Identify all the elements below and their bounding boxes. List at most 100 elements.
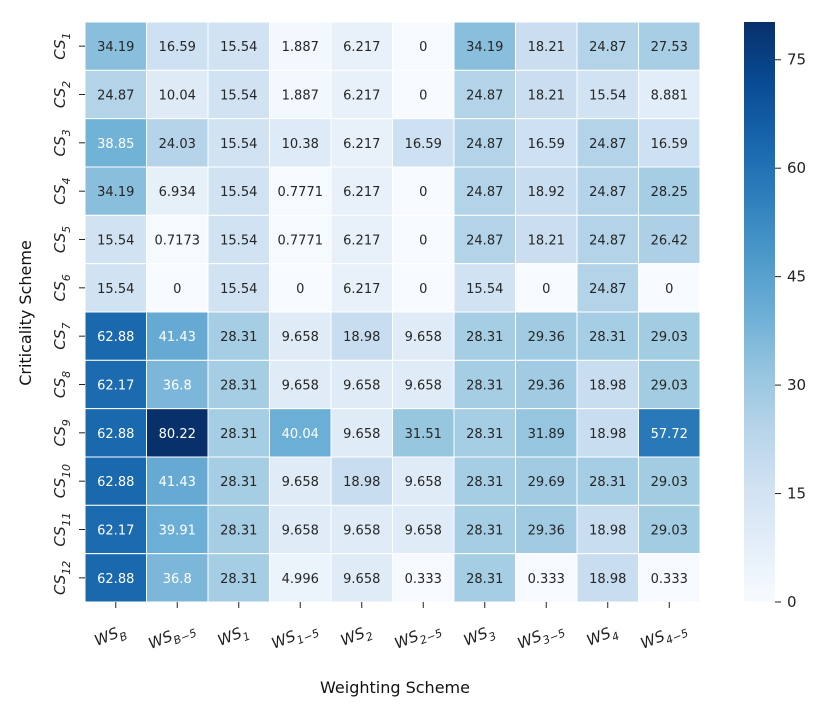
cell-value-label: 29.36: [528, 330, 565, 345]
y-tick-label: CS5: [51, 226, 73, 253]
y-tick-label-base: CS: [51, 136, 69, 157]
heatmap-cell: [453, 118, 516, 168]
cell-value-label: 9.658: [282, 330, 319, 345]
cell-value-label: 0: [419, 89, 427, 104]
x-tick-label-base: WS: [461, 624, 491, 650]
cell-value-label: 9.658: [343, 572, 380, 587]
y-tick-label-subscript: 5: [60, 226, 73, 233]
heatmap-cell: [146, 408, 209, 458]
heatmap-cell: [207, 263, 270, 313]
y-tick-label-subscript: 9: [60, 419, 73, 426]
y-tick-label-base: CS: [51, 329, 69, 350]
cell-value-label: 15.54: [589, 89, 626, 104]
cell-value-label: 18.92: [528, 185, 565, 200]
cell-value-label: 9.658: [282, 379, 319, 394]
cell-value-label: 28.31: [466, 379, 503, 394]
cell-value-label: 0: [542, 282, 550, 297]
heatmap-cell: [392, 359, 455, 410]
cell-value-label: 1.887: [282, 40, 319, 55]
heatmap-cell: [576, 311, 639, 361]
y-tick-label: CS10: [51, 464, 73, 498]
y-axis-title: Criticality Scheme: [16, 240, 35, 386]
heatmap-cell: [392, 553, 455, 603]
heatmap-cell: [207, 408, 270, 458]
heatmap-cell: [330, 263, 393, 313]
x-tick-label: WS1: [215, 621, 252, 653]
x-tick-label: WS2−5: [392, 618, 444, 656]
cell-value-label: 24.87: [589, 282, 626, 297]
cell-value-label: 24.87: [466, 137, 503, 152]
cell-value-label: 28.31: [466, 427, 503, 442]
heatmap-cell: [638, 69, 701, 120]
cell-value-label: 80.22: [159, 427, 196, 442]
cell-value-label: 28.31: [220, 379, 257, 394]
y-tick-label-base: CS: [51, 232, 69, 253]
cell-value-label: 57.72: [651, 427, 688, 442]
heatmap-cell: [84, 263, 147, 313]
heatmap-cell: [392, 263, 455, 313]
cell-value-label: 18.21: [528, 234, 565, 249]
cell-value-label: 34.19: [97, 40, 134, 55]
cell-value-label: 39.91: [159, 524, 196, 539]
x-tick-label: WS2: [338, 621, 375, 653]
cell-value-label: 62.88: [97, 427, 134, 442]
heatmap-cell: [453, 69, 516, 120]
heatmap-cell: [638, 166, 701, 216]
cell-value-label: 18.98: [343, 475, 380, 490]
cell-value-label: 28.31: [466, 475, 503, 490]
y-tick-label-subscript: 2: [60, 81, 73, 88]
cell-value-label: 9.658: [405, 524, 442, 539]
heatmap-cell: [269, 359, 332, 410]
y-tick-label: CS2: [51, 81, 73, 108]
cell-value-label: 26.42: [651, 234, 688, 249]
heatmap-cell: [638, 21, 701, 71]
cell-value-label: 0.7771: [278, 234, 324, 249]
heatmap-cell: [392, 311, 455, 361]
heatmap-cell: [330, 553, 393, 603]
x-tick-label: WS4: [584, 621, 621, 653]
cell-value-label: 36.8: [163, 379, 192, 394]
cell-value-label: 24.87: [466, 89, 503, 104]
cell-value-label: 24.87: [589, 185, 626, 200]
colorbar-tick-label: 45: [787, 268, 806, 286]
y-tick-label: CS1: [51, 33, 73, 60]
y-tick-label-base: CS: [51, 184, 69, 205]
x-tick-label: WS1−5: [269, 618, 321, 656]
cell-value-label: 9.658: [282, 475, 319, 490]
cell-value-label: 0: [419, 185, 427, 200]
cell-value-label: 0: [296, 282, 304, 297]
heatmap-cell: [453, 408, 516, 458]
cell-value-label: 9.658: [343, 427, 380, 442]
cell-value-label: 9.658: [343, 524, 380, 539]
cell-value-label: 62.17: [97, 379, 134, 394]
cell-value-label: 28.31: [589, 475, 626, 490]
y-tick-label-base: CS: [51, 526, 69, 547]
heatmap-cells: 34.19 16.59 15.54 1.887 6.217 0 34.19 18.21 24.8…: [84, 21, 701, 603]
cell-value-label: 24.87: [466, 234, 503, 249]
x-tick-label: WS4−5: [638, 618, 690, 656]
heatmap-cell: [146, 359, 209, 410]
heatmap-cell: [392, 69, 455, 120]
y-tick-label-base: CS: [51, 426, 69, 447]
x-tick-label-base: WS: [92, 624, 122, 650]
y-tick-label-subscript: 8: [60, 371, 73, 378]
heatmap-cell: [453, 214, 516, 265]
cell-value-label: 62.88: [97, 572, 134, 587]
cell-value-label: 0.333: [405, 572, 442, 587]
cell-value-label: 62.88: [97, 330, 134, 345]
cell-value-label: 28.31: [466, 330, 503, 345]
cell-value-label: 29.69: [528, 475, 565, 490]
heatmap-cell: [207, 504, 270, 555]
cell-value-label: 29.03: [651, 330, 688, 345]
cell-value-label: 16.59: [528, 137, 565, 152]
colorbar-tick-label: 60: [787, 159, 806, 177]
x-tick-label-base: WS: [338, 624, 368, 650]
x-tick-label-base: WS: [215, 624, 245, 650]
heatmap-cell: [269, 311, 332, 361]
cell-value-label: 0: [419, 40, 427, 55]
heatmap-cell: [207, 214, 270, 265]
y-tick-label-subscript: 4: [60, 178, 73, 185]
colorbar-gradient: [744, 22, 775, 602]
x-tick-label-base: WS: [515, 627, 545, 653]
